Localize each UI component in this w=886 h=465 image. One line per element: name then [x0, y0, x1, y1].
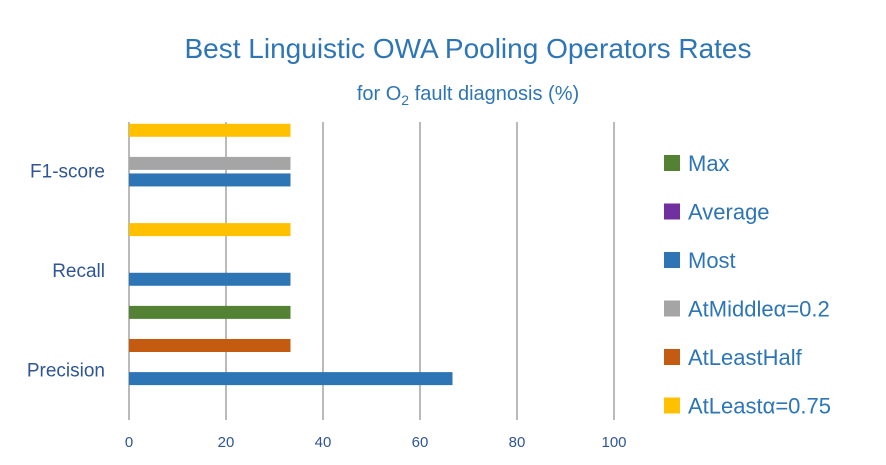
- bar-precision-most: [129, 372, 453, 386]
- chart-title: Best Linguistic OWA Pooling Operators Ra…: [185, 33, 752, 64]
- legend-label-atleasthalf: AtLeastHalf: [688, 345, 803, 370]
- legend-swatch-atmiddle-0-2: [664, 300, 680, 317]
- bar-f1-score-most: [129, 173, 291, 187]
- chart-subtitle: for O2 fault diagnosis (%): [357, 83, 579, 108]
- bar-precision-atleasthalf: [129, 339, 291, 352]
- legend-swatch-max: [664, 155, 680, 171]
- category-label-precision: Precision: [27, 360, 105, 381]
- bar-f1-score-atmiddle-0-2: [129, 156, 291, 170]
- legend-swatch-average: [664, 203, 680, 220]
- subtitle-subscript: 2: [401, 92, 409, 108]
- x-tick-labels: 0 20 40 60 80 100: [125, 434, 627, 451]
- legend-label-atmiddle-0-2: AtMiddleα=0.2: [688, 297, 830, 322]
- legend-swatch-atleasthalf: [664, 349, 680, 365]
- legend-label-atleast-0-75: AtLeastα=0.75: [688, 394, 831, 419]
- legend: Max Average Most AtMiddleα=0.2 AtLeastHalf At…: [664, 151, 831, 419]
- legend-swatch-most: [664, 252, 680, 268]
- x-tick-label-20: 20: [218, 434, 235, 451]
- bar-recall-max: [129, 305, 291, 319]
- bar-f1-score-atleast-0-75: [129, 123, 291, 137]
- x-tick-label-40: 40: [315, 434, 332, 451]
- subtitle-prefix: for O: [357, 83, 401, 105]
- x-tick-label-0: 0: [125, 434, 133, 451]
- legend-swatch-atleast-0-75: [664, 397, 680, 414]
- legend-label-most: Most: [688, 248, 736, 273]
- legend-label-max: Max: [688, 151, 730, 176]
- bar-recall-atleast-0-75: [129, 223, 291, 237]
- category-label-recall: Recall: [52, 261, 105, 282]
- subtitle-suffix: fault diagnosis (%): [409, 83, 579, 105]
- bar-recall-most: [129, 272, 291, 286]
- legend-label-average: Average: [688, 200, 770, 225]
- x-tick-label-100: 100: [601, 434, 626, 451]
- grid-layer: [128, 122, 615, 420]
- category-labels: Precision Recall F1-score: [27, 162, 105, 382]
- x-tick-label-60: 60: [412, 434, 429, 451]
- x-tick-label-80: 80: [509, 434, 526, 451]
- category-label-f1-score: F1-score: [30, 162, 105, 183]
- bars-layer: [129, 123, 453, 386]
